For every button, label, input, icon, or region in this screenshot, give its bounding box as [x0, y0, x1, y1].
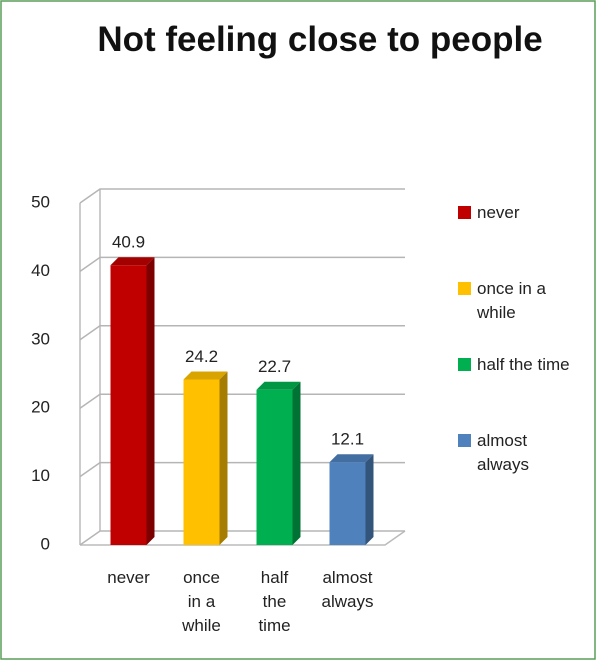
bar-top: [110, 257, 155, 266]
floor-edge: [80, 530, 406, 546]
data-label: 40.9: [112, 233, 145, 252]
legend-label: once in a while: [477, 279, 546, 322]
x-tick-label: once in a while: [182, 568, 221, 635]
grid-line: [79, 325, 405, 341]
x-tick-label: half the time: [258, 568, 291, 635]
y-tick-label: 0: [41, 534, 50, 553]
y-tick-label: 20: [31, 398, 50, 417]
bar: [110, 265, 147, 545]
data-label: 22.7: [258, 357, 291, 376]
bar-side: [292, 381, 301, 545]
x-tick-label: almost always: [321, 568, 374, 611]
grid-line: [79, 256, 405, 273]
grid-line: [79, 188, 405, 204]
chart-title: Not feeling close to people: [97, 20, 543, 59]
legend-label: never: [477, 203, 520, 222]
bar-top: [183, 371, 228, 380]
y-tick-label: 50: [31, 192, 50, 211]
bar: [329, 462, 366, 545]
bar-top: [329, 454, 374, 463]
legend-swatch: [458, 434, 471, 447]
legend-swatch: [458, 358, 471, 371]
bar: [256, 389, 293, 545]
bar: [183, 379, 220, 545]
bar-top: [256, 381, 301, 390]
legend-swatch: [458, 282, 471, 295]
bar-side: [219, 371, 228, 545]
y-tick-label: 40: [31, 261, 50, 280]
legend-label: almost always: [477, 431, 529, 474]
y-tick-label: 10: [31, 466, 50, 485]
grid-line: [79, 461, 405, 478]
data-label: 12.1: [331, 430, 364, 449]
y-tick-label: 30: [31, 329, 50, 348]
bar-side: [365, 454, 374, 545]
x-tick-label: never: [107, 568, 150, 587]
legend-swatch: [458, 206, 471, 219]
grid-line: [79, 530, 405, 546]
grid-line: [79, 393, 405, 409]
legend-label: half the time: [477, 355, 570, 374]
data-label: 24.2: [185, 347, 218, 366]
bar-side: [146, 257, 155, 545]
